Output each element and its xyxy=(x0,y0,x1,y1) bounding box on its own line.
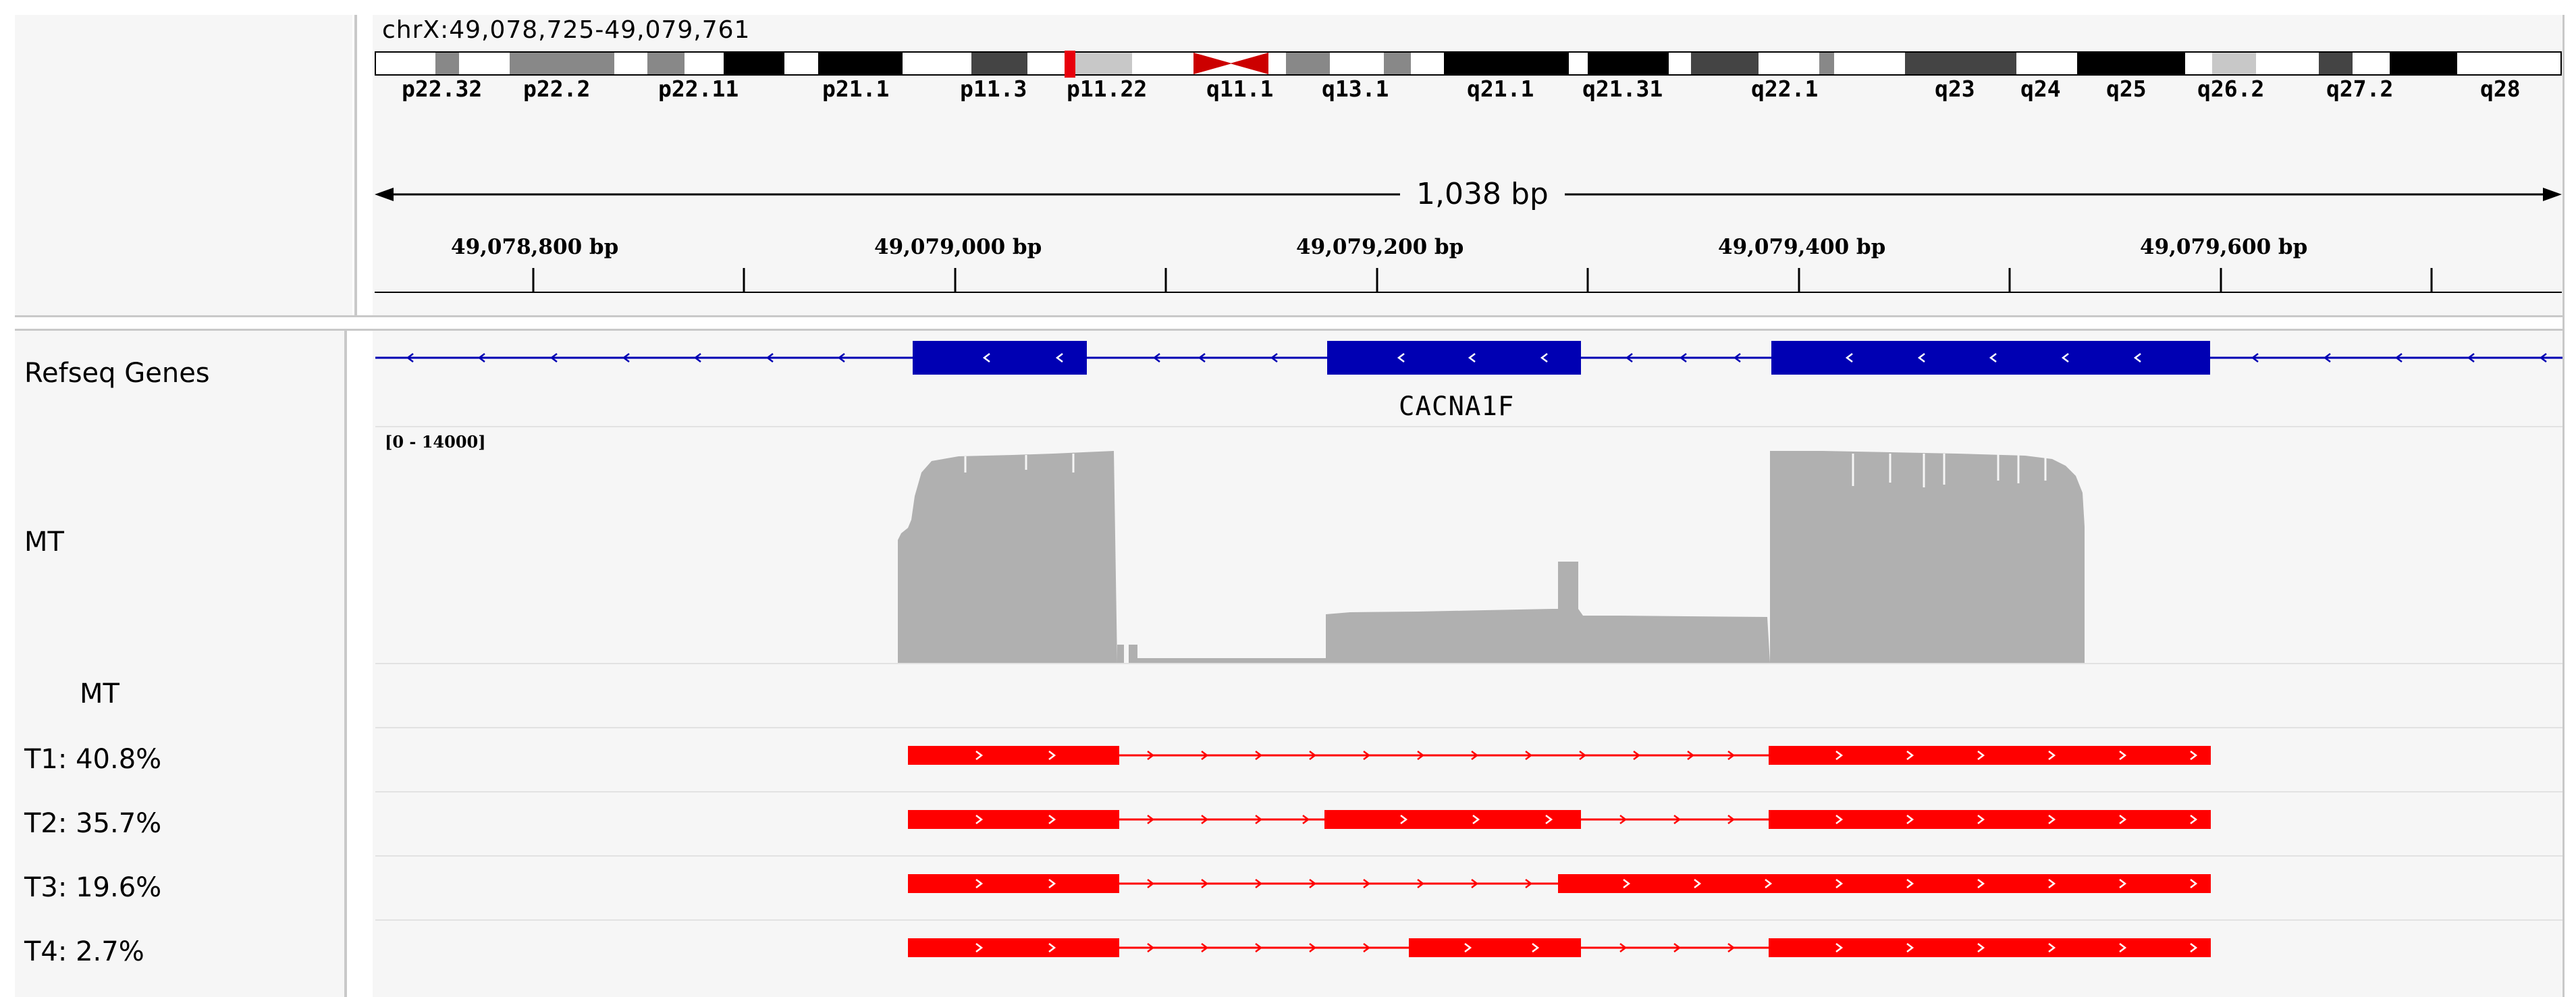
band-label: q13.1 xyxy=(1322,76,1389,102)
band-label: p11.22 xyxy=(1067,76,1148,102)
band-label: p21.1 xyxy=(822,76,890,102)
band-label: p22.32 xyxy=(402,76,483,102)
band-label: q22.1 xyxy=(1751,76,1819,102)
coverage-histogram[interactable] xyxy=(898,451,2085,663)
data-left-panel xyxy=(15,331,346,997)
name-panel-divider[interactable] xyxy=(354,15,357,315)
band-label: p22.11 xyxy=(658,76,739,102)
data-top-border xyxy=(15,329,2564,331)
gene-name-label: CACNA1F xyxy=(1399,392,1515,422)
header-left-panel xyxy=(15,15,352,315)
band-label: q28 xyxy=(2480,76,2521,102)
track-name-coverage[interactable]: MT xyxy=(24,527,64,558)
ruler-tick-label: 49,079,400 bp xyxy=(1718,235,1886,259)
ruler-tick-label: 49,079,000 bp xyxy=(874,235,1042,259)
band-label: q27.2 xyxy=(2326,76,2394,102)
track-name-refseq[interactable]: Refseq Genes xyxy=(24,358,210,389)
refseq-gene-feature[interactable] xyxy=(375,341,2562,375)
band-label: q26.2 xyxy=(2197,76,2265,102)
name-panel-divider-lower[interactable] xyxy=(344,331,347,997)
band-label: q24 xyxy=(2020,76,2061,102)
locus-text[interactable]: chrX:49,078,725-49,079,761 xyxy=(382,16,751,44)
ruler-tick-label: 49,079,200 bp xyxy=(1296,235,1464,259)
isoform-T3[interactable] xyxy=(908,874,2211,893)
coverage-data-range: [0 - 14000] xyxy=(385,432,486,452)
band-label: q23 xyxy=(1935,76,1975,102)
track-name-isoform[interactable]: T4: 2.7% xyxy=(24,936,144,967)
band-label: p11.3 xyxy=(960,76,1027,102)
isoform-T4[interactable] xyxy=(908,938,2211,957)
band-label: q21.31 xyxy=(1582,76,1663,102)
band-label: q11.1 xyxy=(1206,76,1274,102)
track-name-junctions[interactable]: MT xyxy=(80,678,119,709)
ruler-tick-label: 49,078,800 bp xyxy=(451,235,619,259)
isoform-T2[interactable] xyxy=(908,810,2211,829)
header-bottom-border xyxy=(15,315,2564,317)
band-label: q25 xyxy=(2106,76,2147,102)
band-labels: p22.32 p22.2 p22.11 p21.1 p11.3 p11.22 q… xyxy=(0,76,2576,109)
track-name-isoform[interactable]: T2: 35.7% xyxy=(24,808,162,839)
chromosome-ideogram[interactable] xyxy=(375,51,2562,78)
span-width-label: 1,038 bp xyxy=(1400,177,1565,211)
band-label: p22.2 xyxy=(523,76,591,102)
band-label: q21.1 xyxy=(1467,76,1534,102)
track-name-isoform[interactable]: T1: 40.8% xyxy=(24,744,162,775)
track-name-isoform[interactable]: T3: 19.6% xyxy=(24,872,162,903)
data-right-border xyxy=(2562,15,2565,997)
ruler-tick-label: 49,079,600 bp xyxy=(2140,235,2308,259)
isoform-T1[interactable] xyxy=(908,746,2211,765)
